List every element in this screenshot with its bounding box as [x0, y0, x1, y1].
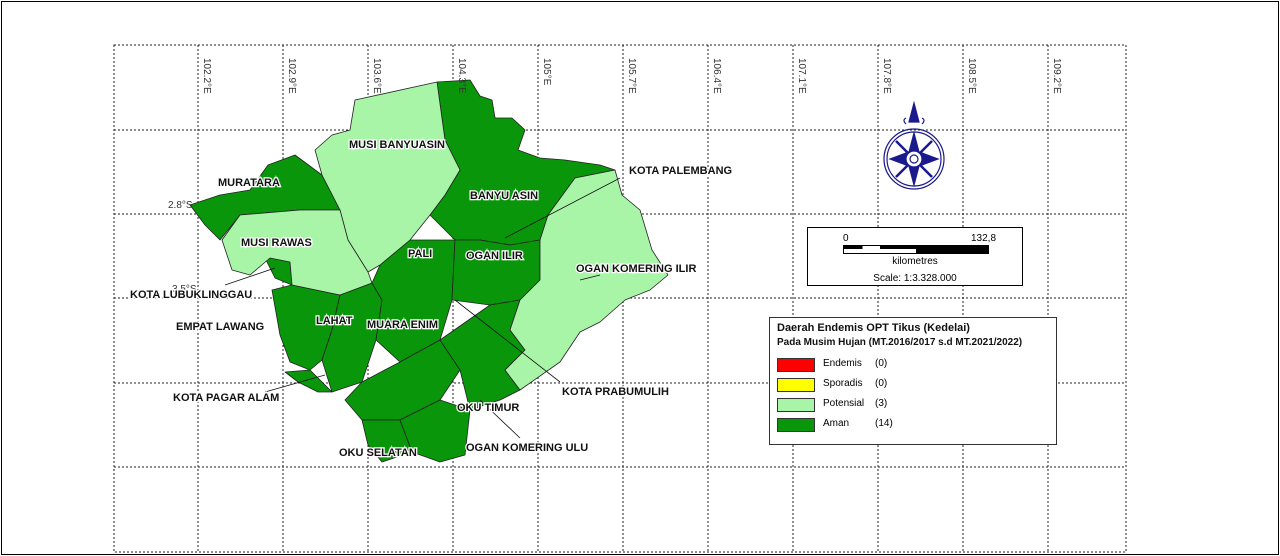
longitude-label: 108.5°E [966, 58, 977, 94]
legend-item: Potensial (3) [777, 398, 1037, 412]
label-musi-banyuasin: MUSI BANYUASIN [349, 139, 445, 151]
scale-ratio: Scale: 1:3.328.000 [873, 273, 957, 284]
scale-end: 132,8 [971, 233, 997, 244]
legend-item: Endemis (0) [777, 358, 1037, 372]
longitude-label: 106.4°E [711, 58, 722, 94]
longitude-label: 107.8°E [881, 58, 892, 94]
region-labels: MUSI BANYUASIN KOTA PALEMBANG MURATARA B… [129, 138, 734, 461]
label-ogan-komering-ilir: OGAN KOMERING ILIR [576, 263, 696, 275]
label-kota-lubuklinggau: KOTA LUBUKLINGGAU [130, 289, 252, 301]
legend-count: (14) [875, 418, 893, 429]
legend-label: Sporadis [823, 378, 863, 389]
longitude-labels: 102.2°E 102.9°E 103.6°E 104.3°E 105°E 105.7°E… [201, 58, 1062, 94]
latitude-label: 2.8°S [168, 200, 193, 211]
legend-swatch [777, 418, 815, 432]
legend-title: Daerah Endemis OPT Tikus (Kedelai) [777, 322, 970, 334]
legend-swatch [777, 378, 815, 392]
label-banyu-asin: BANYU ASIN [470, 190, 538, 202]
legend: Daerah Endemis OPT Tikus (Kedelai) Pada … [769, 317, 1057, 445]
scale-bar-graphic [843, 245, 989, 254]
label-kota-palembang: KOTA PALEMBANG [629, 165, 732, 177]
latitude-label: 3.5°S [172, 284, 197, 295]
region-ogan-komering-ulu[interactable] [399, 399, 471, 463]
longitude-label: 109.2°E [1051, 58, 1062, 94]
region-ogan-komering-ilir[interactable] [504, 169, 669, 391]
label-kota-pagar-alam: KOTA PAGAR ALAM [173, 392, 279, 404]
longitude-label: 105°E [541, 58, 552, 86]
scale-start: 0 [843, 233, 849, 244]
longitude-label: 107.1°E [796, 58, 807, 94]
label-pali: PALI [408, 248, 432, 260]
legend-count: (0) [875, 358, 888, 369]
label-ogan-ilir: OGAN ILIR [466, 250, 523, 262]
legend-item: Sporadis (0) [777, 378, 1037, 392]
compass-rose-icon [883, 100, 945, 190]
region-musi-banyuasin[interactable] [314, 81, 461, 273]
longitude-label: 102.2°E [201, 58, 212, 94]
longitude-label: 105.7°E [626, 58, 637, 94]
legend-swatch [777, 398, 815, 412]
leader-lines [224, 177, 621, 439]
longitude-label: 103.6°E [371, 58, 382, 94]
legend-swatch [777, 358, 815, 372]
region-oku-selatan[interactable] [361, 419, 413, 463]
legend-item: Aman (14) [777, 418, 1037, 432]
longitude-label: 104.3°E [456, 58, 467, 94]
label-kota-prabumulih: KOTA PRABUMULIH [562, 386, 669, 398]
scale-bar: 0 132,8 kilometres Scale: 1:3.328.000 [807, 227, 1023, 286]
legend-count: (0) [875, 378, 888, 389]
legend-label: Endemis [823, 358, 862, 369]
label-empat-lawang: EMPAT LAWANG [176, 321, 264, 333]
legend-label: Aman [823, 418, 850, 429]
label-ogan-komering-ulu: OGAN KOMERING ULU [466, 442, 588, 454]
legend-count: (3) [875, 398, 888, 409]
longitude-label: 102.9°E [286, 58, 297, 94]
label-oku-timur: OKU TIMUR [457, 402, 519, 414]
legend-subtitle: Pada Musim Hujan (MT.2016/2017 s.d MT.20… [777, 337, 1023, 348]
region-musi-rawas[interactable] [221, 209, 373, 296]
scale-unit: kilometres [892, 256, 938, 267]
label-oku-selatan: OKU SELATAN [339, 447, 417, 459]
map-frame [113, 44, 1127, 553]
legend-label: Potensial [823, 398, 865, 409]
region-kota-pagar-alam[interactable] [284, 369, 333, 393]
label-muratara: MURATARA [218, 177, 280, 189]
label-lahat: LAHAT [316, 315, 353, 327]
label-muara-enim: MUARA ENIM [367, 319, 438, 331]
label-musi-rawas: MUSI RAWAS [241, 237, 312, 249]
